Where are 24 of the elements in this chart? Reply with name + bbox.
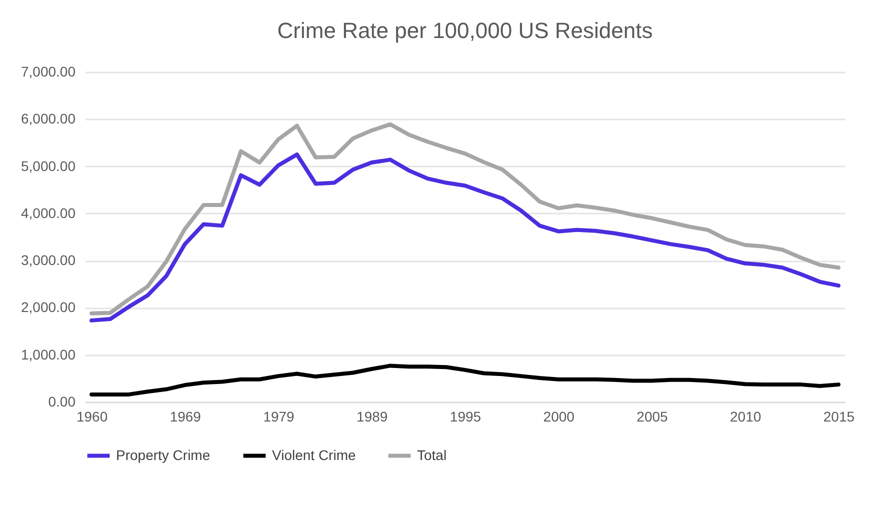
y-tick-label: 0.00 [48, 394, 76, 410]
y-tick-label: 5,000.00 [21, 158, 76, 174]
x-tick-label: 2015 [823, 408, 855, 424]
legend-label: Property Crime [116, 446, 210, 463]
x-tick-label: 2005 [636, 408, 668, 424]
y-tick-label: 2,000.00 [21, 299, 76, 316]
x-tick-label: 1995 [450, 408, 482, 424]
y-tick-label: 1,000.00 [21, 346, 76, 362]
legend-label: Violent Crime [272, 446, 356, 463]
line-series [90, 122, 840, 316]
y-tick-label: 6,000.00 [21, 110, 76, 127]
y-tick-label: 7,000.00 [21, 64, 76, 80]
x-tick-label: 1979 [263, 408, 295, 424]
x-tick-label: 1969 [170, 408, 202, 424]
x-tick-label: 2000 [543, 408, 575, 424]
x-tick-label: 1989 [356, 408, 388, 424]
y-tick-label: 4,000.00 [21, 204, 76, 221]
line-series [90, 364, 840, 396]
x-tick-label: 1960 [76, 408, 108, 424]
x-tick-label: 2010 [730, 408, 762, 424]
chart-title: Crime Rate per 100,000 US Residents [277, 18, 653, 43]
line-series [90, 152, 840, 322]
legend-label: Total [417, 446, 447, 463]
y-tick-label: 3,000.00 [21, 252, 76, 268]
